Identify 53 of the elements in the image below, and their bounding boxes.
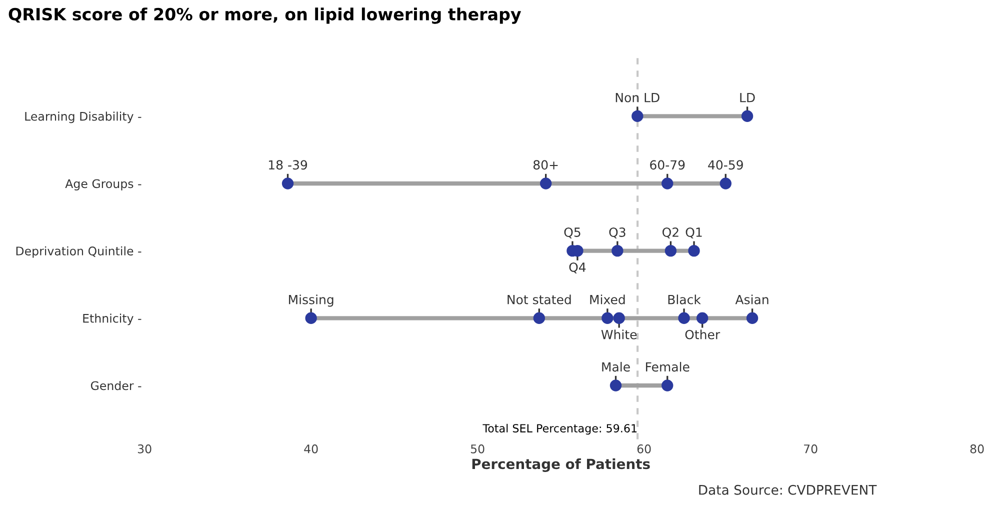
chart-title: QRISK score of 20% or more, on lipid lowering therapy <box>8 8 522 24</box>
y-tick-label: Learning Disability - <box>25 112 142 124</box>
series-label: Black <box>668 294 701 304</box>
point <box>533 312 546 324</box>
series-label: White <box>601 330 637 340</box>
source-note: Data Source: CVDPREVENT <box>699 484 877 495</box>
series-label: 60-79 <box>650 160 685 170</box>
series-label: Missing <box>288 294 334 307</box>
series-label: Male <box>602 362 630 372</box>
point <box>282 178 294 190</box>
point <box>610 380 622 392</box>
point <box>662 178 674 190</box>
y-tick-label: Deprivation Quintile - <box>16 246 142 258</box>
series-label: Mixed <box>590 294 625 304</box>
series-label: Asian <box>735 294 768 304</box>
x-tick-label: 70 <box>804 444 818 454</box>
series-label: 18 -39 <box>268 160 308 170</box>
series-label: Q5 <box>564 227 580 238</box>
series-label: Not stated <box>508 294 571 304</box>
series-label: Q1 <box>686 227 702 238</box>
point <box>688 244 700 257</box>
series-label: LD <box>740 92 755 102</box>
series-label: 40-59 <box>708 160 743 170</box>
point <box>662 380 674 392</box>
series-label: Other <box>685 330 720 340</box>
point <box>664 244 677 257</box>
series-label: Q3 <box>609 227 626 238</box>
point <box>741 110 754 122</box>
point <box>632 110 644 122</box>
x-tick-label: 50 <box>470 444 484 454</box>
x-tick-label: 30 <box>138 444 152 454</box>
point <box>602 312 614 324</box>
x-tick-label: 60 <box>637 444 651 454</box>
x-axis-title: Percentage of Patients <box>472 458 650 472</box>
y-tick-label: Age Groups - <box>65 179 142 190</box>
point <box>613 312 625 324</box>
x-tick-label: 40 <box>304 444 318 454</box>
y-tick-label: Ethnicity - <box>83 314 142 326</box>
point <box>746 312 758 324</box>
point <box>678 312 690 324</box>
y-tick-label: Gender - <box>90 381 142 390</box>
series-label: Q4 <box>569 262 586 274</box>
series-label: Female <box>646 362 690 372</box>
ref-line-label: Total SEL Percentage: 59.61 <box>482 424 637 435</box>
point <box>720 178 732 190</box>
point <box>696 312 708 324</box>
series-label: Q2 <box>662 227 678 238</box>
series-label: Non LD <box>616 92 660 102</box>
point <box>540 178 552 190</box>
series-label: 80+ <box>533 160 558 170</box>
point <box>305 312 317 324</box>
x-tick-label: 80 <box>970 444 984 454</box>
point <box>612 244 624 257</box>
